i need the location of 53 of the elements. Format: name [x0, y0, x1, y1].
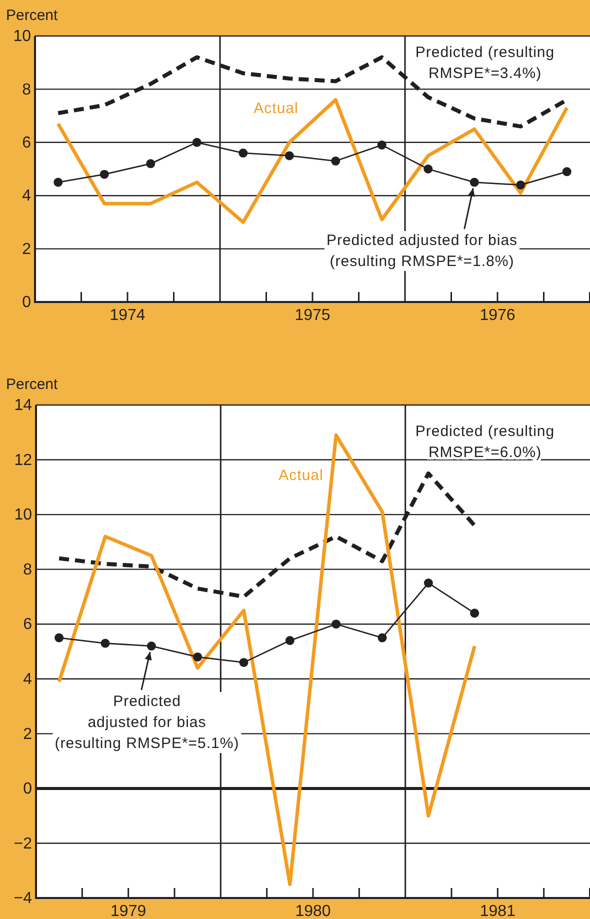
y-tick-label: 8: [22, 81, 32, 98]
point: [377, 140, 386, 150]
point: [378, 633, 387, 642]
point: [516, 180, 526, 190]
y-axis-title: Percent: [6, 7, 59, 24]
point: [100, 638, 110, 648]
x-tick-label: 1975: [294, 307, 330, 324]
point: [284, 151, 294, 160]
point: [470, 608, 480, 618]
y-axis-title: Percent: [6, 376, 59, 393]
x-tick-label: 1974: [110, 307, 146, 324]
x-tick-label: 1976: [480, 307, 516, 324]
point: [238, 148, 248, 158]
line-series: [56, 98, 569, 224]
point: [470, 178, 479, 187]
x-tick-label: 1979: [110, 903, 146, 919]
series-label: Actual: [278, 467, 324, 484]
point: [239, 658, 248, 667]
y-tick-label: 12: [14, 452, 32, 469]
x-tick-label: 1980: [295, 903, 331, 919]
y-tick-label: −2: [14, 835, 32, 852]
y-tick-label: −4: [14, 890, 32, 908]
text: Predicted adjusted for bias (resulting RMSPE*=1.8%): [326, 232, 518, 270]
point: [146, 159, 156, 168]
series-label: Actual: [254, 100, 298, 117]
point: [193, 652, 202, 662]
y-tick-label: 10: [13, 28, 32, 46]
y-tick-label: 14: [14, 397, 32, 414]
point: [285, 636, 294, 646]
y-tick-label: 4: [22, 188, 32, 205]
point: [331, 156, 340, 166]
y-tick-label: 8: [23, 561, 32, 578]
series-label: Predicted adjusted for bias (resulting RMSPE*=5.1%): [54, 693, 240, 752]
y-tick-label: 10: [14, 506, 32, 524]
point: [424, 164, 433, 174]
series-label: Predicted (resulting RMSPE*=3.4%): [415, 44, 555, 82]
point: [562, 167, 572, 176]
y-tick-label: 0: [22, 294, 32, 312]
y-tick-label: 0: [23, 780, 32, 798]
y-tick-label: 4: [23, 671, 32, 688]
series-label: Predicted (resulting RMSPE*=6.0%): [415, 423, 555, 461]
point: [424, 578, 433, 588]
point: [100, 170, 109, 179]
y-tick-label: 6: [23, 616, 32, 634]
y-tick-label: 2: [22, 240, 32, 258]
point: [54, 633, 64, 642]
x-tick-label: 1981: [480, 903, 516, 919]
y-tick-label: 6: [22, 134, 32, 152]
point: [54, 178, 63, 187]
point: [332, 620, 341, 629]
y-tick-label: 2: [23, 726, 32, 743]
point: [146, 642, 156, 651]
point: [192, 138, 202, 147]
